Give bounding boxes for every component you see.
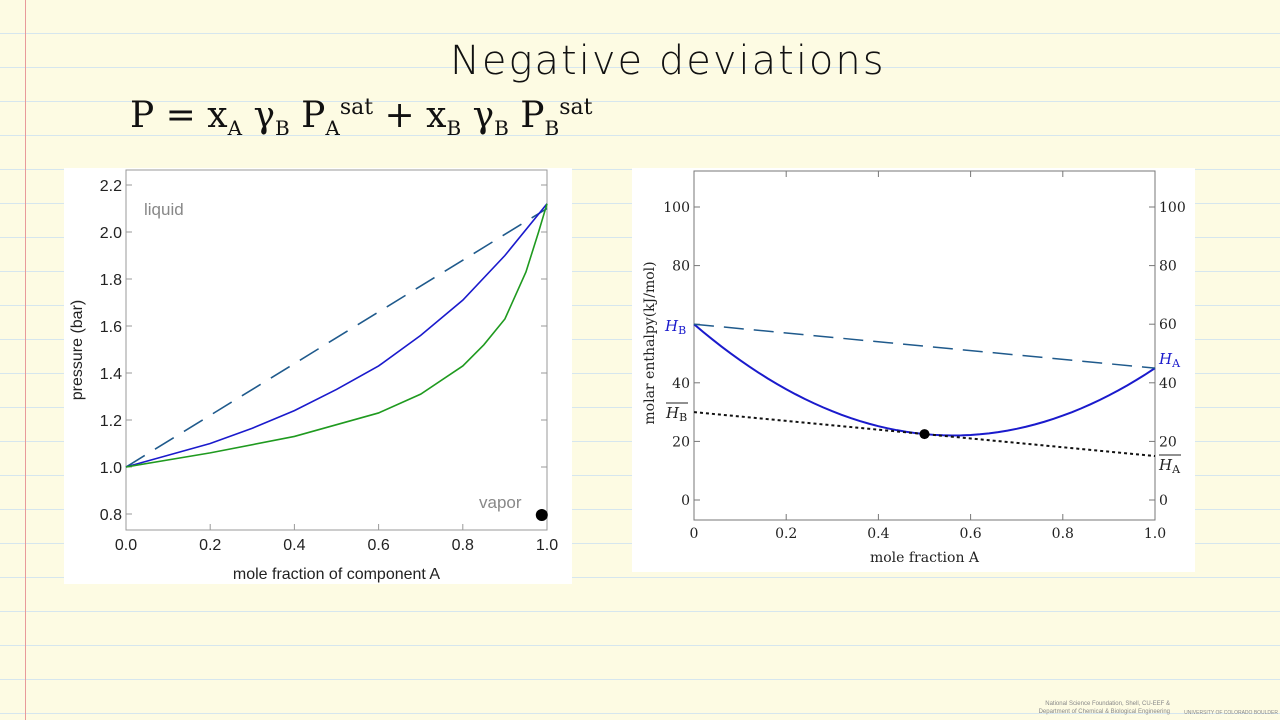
liquid-label: liquid xyxy=(144,200,184,219)
series-ideal-Raoult- xyxy=(125,207,548,468)
x-tick-label: 0.4 xyxy=(283,537,305,554)
x-tick-label: 0.0 xyxy=(115,537,137,554)
y-tick-label-right: 100 xyxy=(1159,200,1186,216)
HA-bar-label: HA xyxy=(1158,456,1181,476)
y-axis-label: pressure (bar) xyxy=(69,300,86,400)
y-tick-label: 1.6 xyxy=(100,319,122,336)
y-tick-label: 1.4 xyxy=(100,366,122,383)
x-tick-label: 0.8 xyxy=(1052,526,1074,542)
HA-label: HA xyxy=(1158,350,1181,370)
y-tick-label: 20 xyxy=(672,434,690,450)
y-tick-label: 1.2 xyxy=(100,413,122,430)
series-tangent xyxy=(693,411,1156,458)
series-ideal xyxy=(693,323,1156,369)
y-tick-label: 1.0 xyxy=(100,460,122,477)
series-dew xyxy=(125,203,548,468)
x-tick-label: 0.6 xyxy=(367,537,389,554)
y-tick-label-right: 20 xyxy=(1159,434,1177,450)
credit-text: National Science Foundation, Shell, CU-E… xyxy=(1038,701,1170,715)
notebook-margin-line xyxy=(25,0,26,720)
y-tick-label-right: 40 xyxy=(1159,376,1177,392)
series-bubble xyxy=(125,203,548,468)
plot-frame xyxy=(693,170,1156,521)
tangent-point xyxy=(919,429,930,440)
HB-bar-label: HB xyxy=(665,404,687,424)
vapor-label: vapor xyxy=(479,493,522,512)
y-tick-label: 40 xyxy=(672,376,690,392)
data-point xyxy=(535,509,548,521)
x-tick-label: 1.0 xyxy=(1144,526,1166,542)
pxy-chart-panel: 0.0 0.2 0.4 0.6 0.8 1.0 0.8 1.0 1.2 1.4 1.6 1.8 2.0 2… xyxy=(64,168,572,584)
x-tick-label: 0.4 xyxy=(867,526,889,542)
slide-title: Negative deviations xyxy=(450,38,886,84)
HB-label: HB xyxy=(664,317,686,337)
x-tick-label: 1.0 xyxy=(536,537,558,554)
x-tick-label: 0 xyxy=(690,526,699,542)
y-tick-label-right: 80 xyxy=(1159,259,1177,275)
y-tick-label: 80 xyxy=(672,259,690,275)
y-tick-label-right: 0 xyxy=(1159,493,1168,509)
y-tick-label-right: 60 xyxy=(1159,317,1177,333)
x-tick-label: 0.2 xyxy=(199,537,221,554)
pressure-equation: P = xA γB PAsat + xB γB PBsat xyxy=(130,95,593,141)
y-tick-label: 100 xyxy=(663,200,690,216)
enthalpy-chart-panel: 0 0.2 0.4 0.6 0.8 1.0 0 0 20 20 40 40 60 80 80 100 100 mo… xyxy=(632,168,1195,572)
x-axis-label: mole fraction A xyxy=(870,550,980,566)
x-tick-label: 0.6 xyxy=(959,526,981,542)
x-tick-label: 0.8 xyxy=(452,537,474,554)
plot-frame xyxy=(125,169,548,531)
y-axis-label: molar enthalpy(kJ/mol) xyxy=(642,261,658,424)
x-tick-label: 0.2 xyxy=(775,526,797,542)
pxy-chart: 0.0 0.2 0.4 0.6 0.8 1.0 0.8 1.0 1.2 1.4 1.6 1.8 2.0 2… xyxy=(69,169,558,583)
enthalpy-chart: 0 0.2 0.4 0.6 0.8 1.0 0 0 20 20 40 40 60 80 80 100 100 mo… xyxy=(642,170,1186,566)
y-tick-label: 1.8 xyxy=(100,272,122,289)
university-logo: UNIVERSITY OF COLORADO BOULDER xyxy=(1184,710,1278,716)
y-tick-label: 0 xyxy=(681,493,690,509)
y-tick-label: 2.0 xyxy=(100,225,122,242)
x-axis-label: mole fraction of component A xyxy=(233,566,441,583)
y-tick-label: 2.2 xyxy=(100,178,122,195)
series-mixture-enthalpy xyxy=(693,323,1156,437)
y-tick-label: 0.8 xyxy=(100,507,122,524)
